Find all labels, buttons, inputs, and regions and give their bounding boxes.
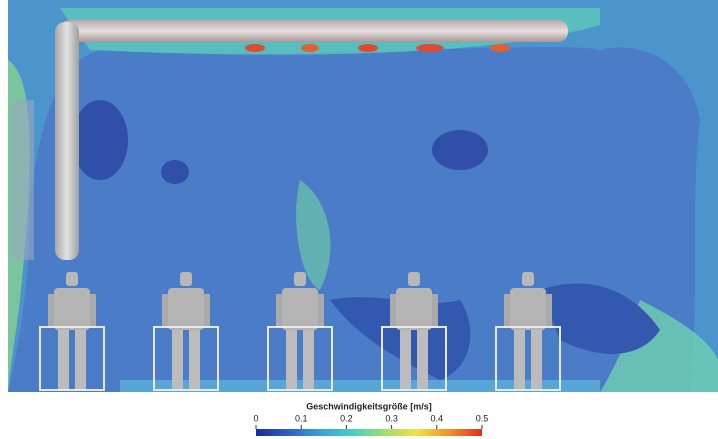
flow-region	[120, 380, 600, 392]
colorbar-tick-label: 0.5	[476, 413, 489, 423]
low-velocity-zone	[161, 160, 189, 184]
flow-region	[600, 300, 718, 392]
colorbar-tick-label: 0.2	[340, 413, 353, 423]
colorbar-tick-label: 0.4	[431, 413, 444, 423]
colorbar-tick-label: 0.1	[295, 413, 308, 423]
jet-outlets	[245, 44, 510, 52]
wall-element	[12, 100, 34, 260]
colorbar-tick-label: 0.3	[385, 413, 398, 423]
colorbar-title: Geschwindigkeitsgröße [m/s]	[306, 401, 432, 411]
low-velocity-zone	[432, 130, 488, 170]
duct-horizontal	[60, 20, 568, 42]
colorbar-tick-label: 0	[253, 413, 258, 423]
colorbar	[256, 429, 482, 436]
flow-region	[296, 180, 331, 290]
duct-vertical	[55, 22, 79, 260]
low-velocity-zone	[540, 283, 660, 354]
low-velocity-zone	[72, 100, 128, 180]
